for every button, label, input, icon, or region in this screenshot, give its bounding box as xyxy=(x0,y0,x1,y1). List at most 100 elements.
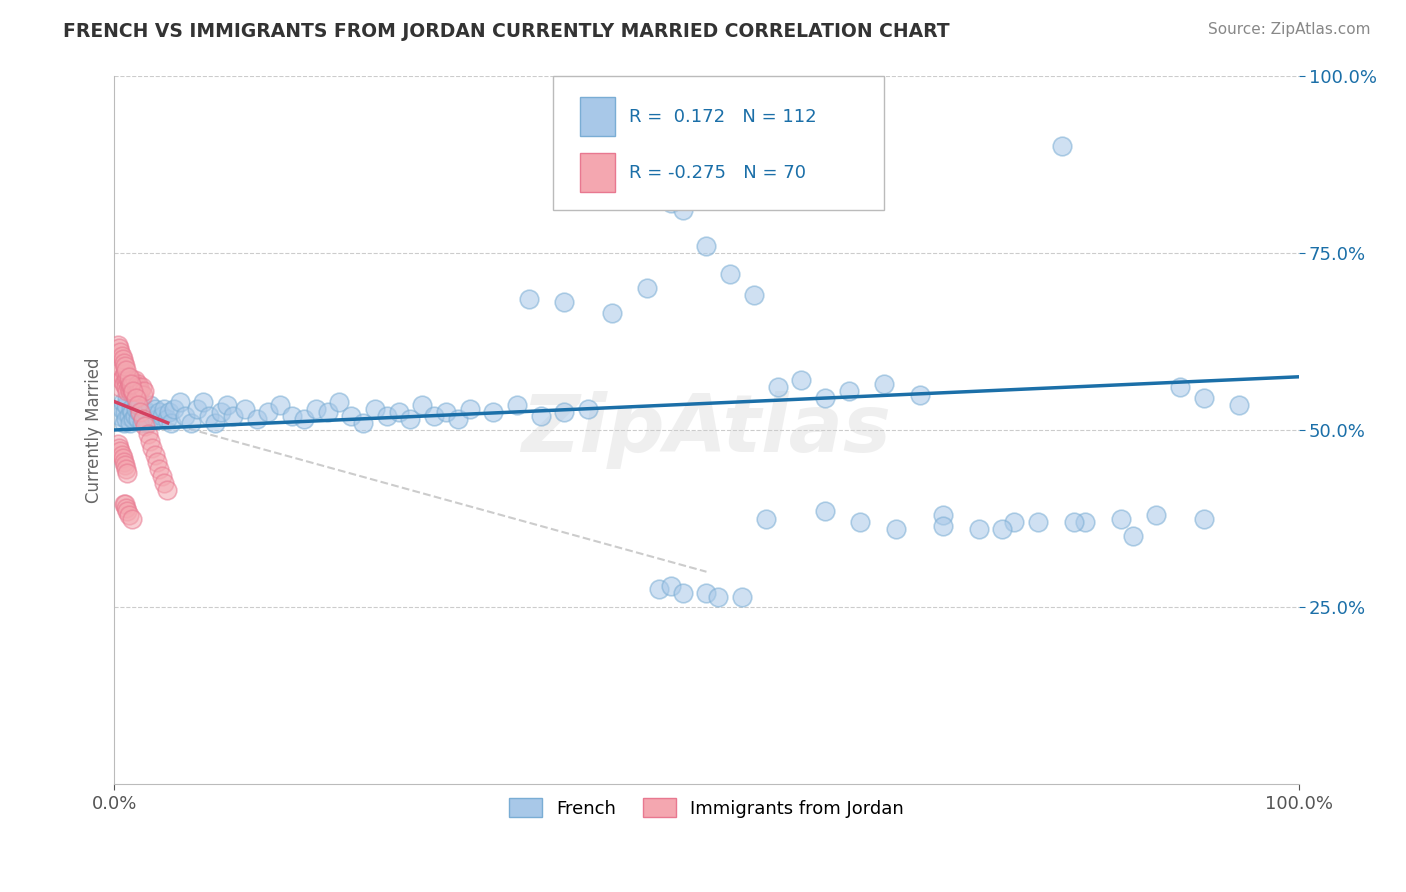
Point xyxy=(117,466,139,480)
Point xyxy=(111,451,134,466)
Point xyxy=(648,582,671,597)
Point xyxy=(143,401,166,416)
Point xyxy=(1227,398,1250,412)
Point xyxy=(399,412,422,426)
Point xyxy=(1026,515,1049,529)
Point xyxy=(117,391,139,405)
Point xyxy=(115,380,138,394)
Point xyxy=(553,405,575,419)
Point xyxy=(122,412,145,426)
Point xyxy=(352,416,374,430)
Point xyxy=(120,376,142,391)
Point xyxy=(110,448,132,462)
Point xyxy=(517,292,540,306)
Point xyxy=(411,398,433,412)
Point xyxy=(292,412,315,426)
Point xyxy=(600,306,623,320)
Point xyxy=(814,391,837,405)
Point xyxy=(117,504,139,518)
Point xyxy=(148,405,170,419)
Point xyxy=(139,434,162,448)
Point xyxy=(659,196,682,211)
Point xyxy=(328,394,350,409)
Point xyxy=(160,416,183,430)
Point xyxy=(718,267,741,281)
Point xyxy=(125,394,148,409)
Point xyxy=(150,409,173,423)
Point xyxy=(143,448,166,462)
Point xyxy=(423,409,446,423)
Point xyxy=(134,419,156,434)
Point xyxy=(114,458,136,473)
Point xyxy=(129,398,152,412)
Point xyxy=(458,401,481,416)
Point xyxy=(695,238,717,252)
Point xyxy=(672,586,695,600)
Point xyxy=(108,441,131,455)
Point xyxy=(114,497,136,511)
Point xyxy=(121,511,143,525)
Point xyxy=(873,376,896,391)
Y-axis label: Currently Married: Currently Married xyxy=(86,357,103,503)
Point xyxy=(434,405,457,419)
Point xyxy=(131,416,153,430)
Point xyxy=(884,522,907,536)
Point xyxy=(115,500,138,515)
Point xyxy=(198,409,221,423)
Point xyxy=(124,373,146,387)
Point xyxy=(132,401,155,416)
Point xyxy=(174,409,197,423)
Point xyxy=(305,401,328,416)
Point xyxy=(1192,391,1215,405)
Point xyxy=(115,398,138,412)
Point xyxy=(127,384,149,398)
Point xyxy=(136,416,159,430)
Point xyxy=(125,401,148,416)
Point xyxy=(131,380,153,394)
Point xyxy=(530,409,553,423)
Text: R =  0.172   N = 112: R = 0.172 N = 112 xyxy=(630,108,817,126)
Point xyxy=(110,409,132,423)
Point xyxy=(128,380,150,394)
Point xyxy=(340,409,363,423)
Point xyxy=(1192,511,1215,525)
Point xyxy=(110,401,132,416)
Point xyxy=(117,409,139,423)
Point xyxy=(1109,511,1132,525)
Point xyxy=(110,345,132,359)
Point xyxy=(967,522,990,536)
Text: R = -0.275   N = 70: R = -0.275 N = 70 xyxy=(630,164,807,182)
Point xyxy=(132,409,155,423)
Point xyxy=(117,369,139,384)
Point xyxy=(1122,529,1144,543)
Point xyxy=(233,401,256,416)
FancyBboxPatch shape xyxy=(553,76,884,211)
Point xyxy=(114,359,136,374)
Point xyxy=(908,387,931,401)
Point xyxy=(731,590,754,604)
Point xyxy=(117,508,139,522)
Point xyxy=(122,384,145,398)
Point xyxy=(110,373,132,387)
Point xyxy=(114,405,136,419)
FancyBboxPatch shape xyxy=(579,97,616,136)
Point xyxy=(482,405,505,419)
Point xyxy=(111,394,134,409)
Point xyxy=(121,384,143,398)
Point xyxy=(128,405,150,419)
Point xyxy=(153,401,176,416)
Point xyxy=(215,398,238,412)
Point xyxy=(790,373,813,387)
Point xyxy=(129,384,152,398)
Point xyxy=(107,437,129,451)
Point xyxy=(125,384,148,398)
Point xyxy=(118,416,141,430)
Text: ZipAtlas: ZipAtlas xyxy=(522,391,891,469)
Point xyxy=(117,380,139,394)
Point xyxy=(112,356,135,370)
Point xyxy=(127,376,149,391)
Legend: French, Immigrants from Jordan: French, Immigrants from Jordan xyxy=(502,791,911,825)
Point xyxy=(148,462,170,476)
Point xyxy=(121,373,143,387)
Point xyxy=(117,369,139,384)
